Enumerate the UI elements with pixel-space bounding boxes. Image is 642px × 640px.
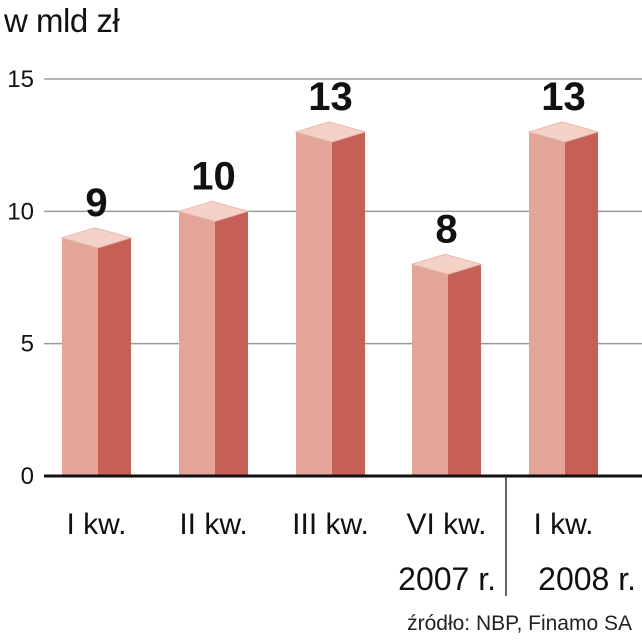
category-label: I kw. — [66, 508, 126, 541]
bar-front-face — [62, 237, 98, 476]
category-labels: I kw. II kw. III kw. VI kw. I kw. — [66, 508, 593, 541]
bar-top-face — [527, 121, 600, 143]
category-label: I kw. — [533, 508, 593, 541]
value-labels: 9 10 13 8 13 — [85, 75, 585, 251]
category-label: III kw. — [292, 508, 369, 541]
bar-side-face — [565, 131, 598, 476]
y-tick-label: 0 — [21, 463, 34, 490]
value-label: 13 — [308, 75, 353, 119]
bar — [527, 121, 600, 476]
unit-label: w mld zł — [4, 2, 120, 39]
category-label: VI kw. — [406, 508, 486, 541]
bar-top-face — [60, 227, 133, 249]
value-label: 10 — [191, 154, 236, 198]
bar-side-face — [448, 264, 481, 476]
bar — [410, 253, 483, 476]
bar-side-face — [215, 211, 248, 477]
value-label: 13 — [541, 75, 586, 119]
bar-top-face — [294, 121, 367, 143]
bar-front-face — [412, 264, 448, 476]
source-note: źródło: NBP, Finamo SA — [407, 612, 632, 635]
bar — [294, 121, 367, 476]
value-label: 9 — [85, 181, 107, 225]
y-tick-label: 5 — [21, 331, 34, 358]
bar-front-face — [179, 211, 215, 477]
y-tick-labels: 0 5 10 15 — [7, 66, 34, 490]
bar-front-face — [529, 131, 565, 476]
bar-top-face — [410, 253, 483, 275]
y-tick-label: 15 — [7, 66, 34, 93]
y-tick-label: 10 — [7, 198, 34, 225]
year-label: 2007 r. — [398, 561, 496, 597]
bar-side-face — [332, 131, 365, 476]
year-labels: 2007 r. 2008 r. — [398, 561, 636, 597]
bar-top-face — [177, 200, 250, 222]
bar — [60, 227, 133, 476]
bar — [177, 200, 250, 477]
category-label: II kw. — [179, 508, 247, 541]
bar-side-face — [98, 237, 131, 476]
bars — [60, 121, 600, 477]
value-label: 8 — [435, 207, 457, 251]
year-label: 2008 r. — [538, 561, 636, 597]
bar-front-face — [296, 131, 332, 476]
